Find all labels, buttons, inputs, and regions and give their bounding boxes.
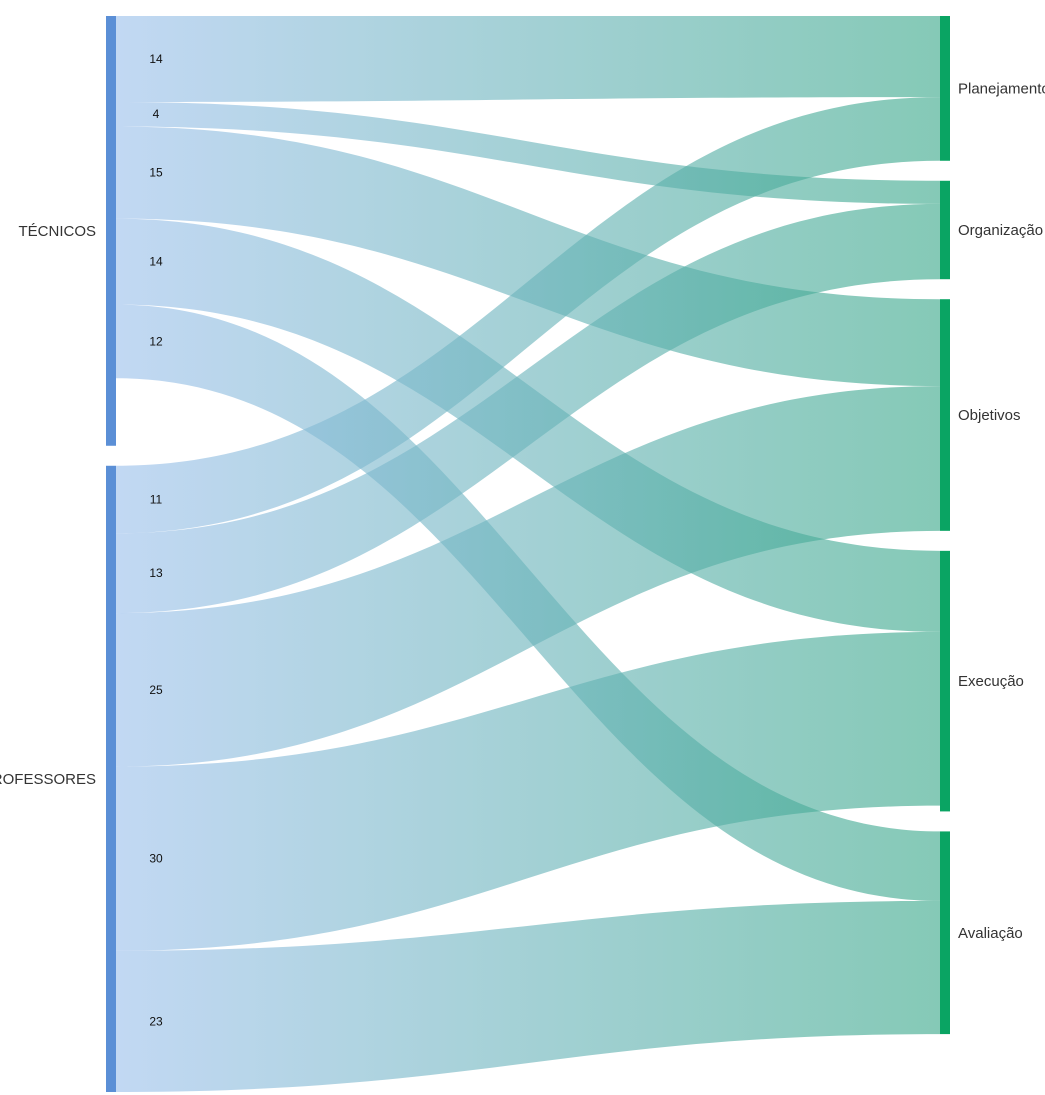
flow-professores-to-planejamento (116, 97, 940, 534)
node-bar-avaliacao (940, 831, 950, 1035)
node-label-execucao: Execução (958, 673, 1024, 690)
flow-value-professores-to-planejamento: 11 (150, 493, 163, 507)
node-label-planejamento: Planejamento (958, 80, 1045, 97)
flow-professores-to-avaliacao (116, 900, 940, 1092)
labels-layer: TÉCNICOS PROFESSORES Planejamento Organizaç… (0, 52, 1045, 1028)
flow-professores-to-organizacao (116, 203, 940, 614)
node-label-avaliacao: Avaliação (958, 925, 1023, 942)
flow-tecnicos-to-planejamento (116, 16, 940, 102)
nodes-layer (106, 16, 950, 1092)
flow-value-professores-to-organizacao: 13 (149, 566, 163, 580)
flow-value-tecnicos-to-objetivos: 15 (149, 166, 163, 180)
flow-value-tecnicos-to-execucao: 14 (149, 255, 163, 269)
node-bar-objetivos (940, 299, 950, 531)
flow-professores-to-objetivos (116, 386, 940, 767)
node-bar-tecnicos (106, 16, 116, 446)
node-label-objetivos: Objetivos (958, 407, 1021, 424)
node-label-tecnicos: TÉCNICOS (18, 223, 96, 240)
flow-value-professores-to-objetivos: 25 (149, 683, 163, 697)
node-bar-execucao (940, 550, 950, 812)
flow-value-tecnicos-to-organizacao: 4 (153, 107, 160, 121)
flow-value-tecnicos-to-planejamento: 14 (149, 52, 163, 66)
node-label-professores: PROFESSORES (0, 771, 96, 788)
flow-tecnicos-to-objetivos (116, 126, 940, 387)
node-bar-planejamento (940, 16, 950, 161)
node-label-organizacao: Organização (958, 222, 1043, 239)
links-layer (116, 16, 940, 1092)
flow-professores-to-execucao (116, 631, 940, 951)
flow-value-tecnicos-to-avaliacao: 12 (149, 334, 163, 348)
flow-value-professores-to-execucao: 30 (149, 852, 163, 866)
node-bar-professores (106, 465, 116, 1092)
node-bar-organizacao (940, 180, 950, 280)
flow-value-professores-to-avaliacao: 23 (149, 1014, 163, 1028)
